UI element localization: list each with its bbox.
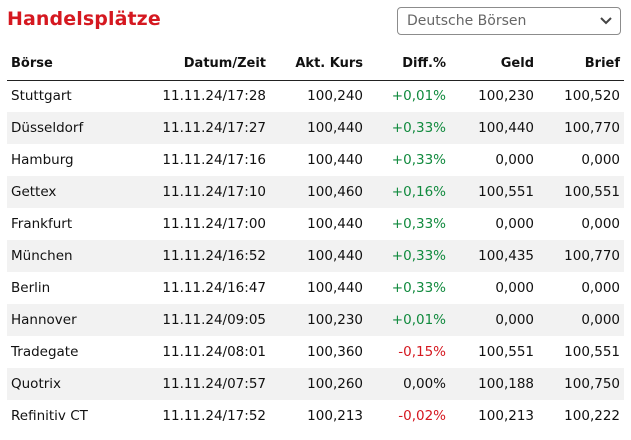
cell-boerse: Stuttgart <box>11 88 72 105</box>
cell-geld: 0,000 <box>495 216 534 232</box>
cell-brief: 100,770 <box>538 240 624 272</box>
cell-datum: 11.11.24/16:47 <box>162 280 266 296</box>
cell-kurs: 100,360 <box>307 344 363 360</box>
table-row[interactable]: Berlin 11.11.24/16:47 100,440 +0,33% 0,000 0,… <box>7 272 624 304</box>
cell-datum: 11.11.24/17:16 <box>162 152 266 168</box>
cell-boerse: Berlin <box>11 280 51 296</box>
table-header-row: Börse Datum/Zeit Akt. Kurs Diff.% Geld B… <box>7 48 624 81</box>
exchange-select[interactable]: Deutsche Börsen <box>397 7 621 35</box>
cell-kurs: 100,460 <box>270 176 367 208</box>
cell-kurs: 100,440 <box>307 280 363 296</box>
column-header-diff[interactable]: Diff.% <box>367 48 450 81</box>
cell-boerse: Düsseldorf <box>7 112 125 144</box>
cell-geld: 100,213 <box>478 408 534 424</box>
cell-datum: 11.11.24/17:10 <box>125 176 270 208</box>
cell-diff: +0,33% <box>391 152 446 168</box>
cell-datum: 11.11.24/09:05 <box>125 304 270 336</box>
table-row[interactable]: Refinitiv CT 11.11.24/17:52 100,213 -0,02% 1… <box>7 400 624 432</box>
cell-kurs: 100,440 <box>270 112 367 144</box>
cell-datum: 11.11.24/08:01 <box>162 344 266 360</box>
cell-kurs: 100,240 <box>307 88 363 105</box>
table-row[interactable]: Tradegate 11.11.24/08:01 100,360 -0,15% 100,… <box>7 336 624 368</box>
cell-kurs: 100,230 <box>270 304 367 336</box>
table-row[interactable]: Quotrix 11.11.24/07:57 100,260 0,00% 100,188… <box>7 368 624 400</box>
cell-brief: 100,520 <box>564 88 620 105</box>
cell-datum: 11.11.24/17:00 <box>162 216 266 232</box>
exchange-select-value: Deutsche Börsen <box>407 13 527 29</box>
page-title: Handelsplätze <box>7 8 161 30</box>
cell-boerse: Hannover <box>7 304 125 336</box>
cell-boerse: Tradegate <box>11 344 79 360</box>
cell-datum: 11.11.24/17:28 <box>162 88 266 105</box>
cell-brief: 100,551 <box>538 176 624 208</box>
cell-diff: +0,01% <box>391 88 446 105</box>
cell-geld: 100,188 <box>450 368 538 400</box>
cell-geld: 100,551 <box>450 176 538 208</box>
column-header-geld[interactable]: Geld <box>450 48 538 81</box>
cell-geld: 0,000 <box>495 280 534 296</box>
cell-brief: 100,770 <box>538 112 624 144</box>
exchange-table: Börse Datum/Zeit Akt. Kurs Diff.% Geld B… <box>7 48 624 432</box>
table-row[interactable]: Gettex 11.11.24/17:10 100,460 +0,16% 100,551… <box>7 176 624 208</box>
table-row[interactable]: Stuttgart 11.11.24/17:28 100,240 +0,01% 100,… <box>7 80 624 112</box>
column-header-datum[interactable]: Datum/Zeit <box>125 48 270 81</box>
cell-brief: 0,000 <box>581 280 620 296</box>
cell-boerse: Gettex <box>7 176 125 208</box>
cell-diff: -0,15% <box>398 344 446 360</box>
cell-diff: +0,33% <box>391 216 446 232</box>
column-header-brief[interactable]: Brief <box>538 48 624 81</box>
column-header-boerse[interactable]: Börse <box>7 48 125 81</box>
cell-geld: 100,230 <box>478 88 534 105</box>
cell-brief: 100,750 <box>538 368 624 400</box>
cell-boerse: Frankfurt <box>11 216 73 232</box>
cell-brief: 0,000 <box>581 216 620 232</box>
cell-boerse: München <box>7 240 125 272</box>
cell-diff: +0,16% <box>367 176 450 208</box>
cell-geld: 100,440 <box>450 112 538 144</box>
table-row[interactable]: Hannover 11.11.24/09:05 100,230 +0,01% 0,000… <box>7 304 624 336</box>
cell-geld: 100,551 <box>478 344 534 360</box>
cell-brief: 100,222 <box>564 408 620 424</box>
table-row[interactable]: Düsseldorf 11.11.24/17:27 100,440 +0,33% 100… <box>7 112 624 144</box>
cell-datum: 11.11.24/16:52 <box>125 240 270 272</box>
cell-kurs: 100,213 <box>307 408 363 424</box>
cell-brief: 0,000 <box>581 152 620 168</box>
cell-datum: 11.11.24/17:52 <box>162 408 266 424</box>
table-row[interactable]: Frankfurt 11.11.24/17:00 100,440 +0,33% 0,00… <box>7 208 624 240</box>
cell-datum: 11.11.24/07:57 <box>125 368 270 400</box>
cell-boerse: Quotrix <box>7 368 125 400</box>
cell-boerse: Hamburg <box>11 152 74 168</box>
cell-geld: 100,435 <box>450 240 538 272</box>
cell-geld: 0,000 <box>450 304 538 336</box>
cell-kurs: 100,440 <box>270 240 367 272</box>
cell-boerse: Refinitiv CT <box>11 408 88 424</box>
cell-diff: +0,33% <box>391 280 446 296</box>
cell-diff: +0,33% <box>367 240 450 272</box>
table-row[interactable]: Hamburg 11.11.24/17:16 100,440 +0,33% 0,000 0… <box>7 144 624 176</box>
cell-geld: 0,000 <box>495 152 534 168</box>
chevron-down-icon <box>600 17 612 25</box>
cell-diff: +0,33% <box>367 112 450 144</box>
cell-diff: 0,00% <box>367 368 450 400</box>
cell-datum: 11.11.24/17:27 <box>125 112 270 144</box>
cell-kurs: 100,260 <box>270 368 367 400</box>
cell-kurs: 100,440 <box>307 216 363 232</box>
cell-brief: 100,551 <box>564 344 620 360</box>
cell-brief: 0,000 <box>538 304 624 336</box>
cell-kurs: 100,440 <box>307 152 363 168</box>
table-row[interactable]: München 11.11.24/16:52 100,440 +0,33% 100,43… <box>7 240 624 272</box>
cell-diff: -0,02% <box>398 408 446 424</box>
column-header-kurs[interactable]: Akt. Kurs <box>270 48 367 81</box>
cell-diff: +0,01% <box>367 304 450 336</box>
